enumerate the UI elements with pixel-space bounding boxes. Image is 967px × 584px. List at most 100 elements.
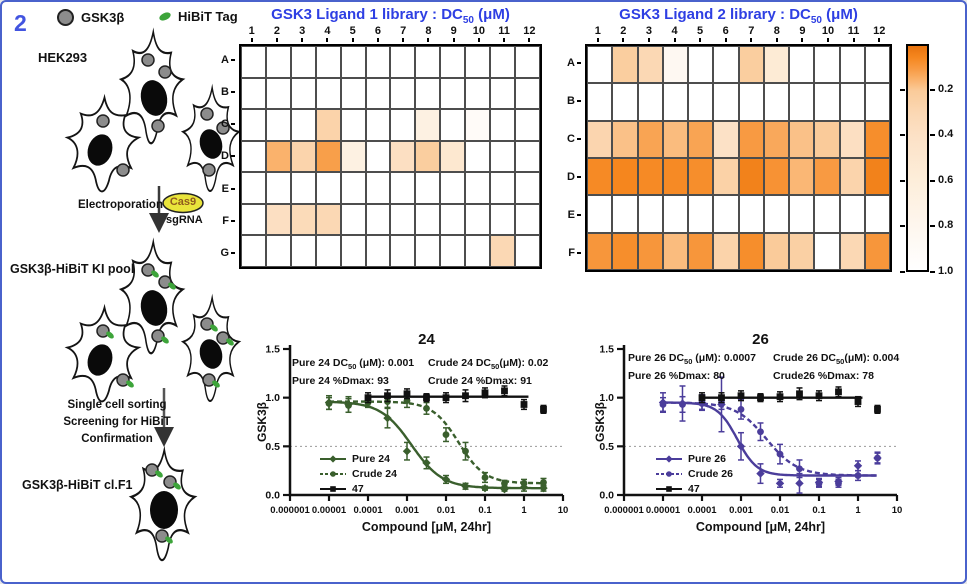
legend-label: 47: [688, 482, 700, 495]
col-tick: [827, 38, 830, 42]
row-tick: [577, 176, 581, 178]
marker-diamond: [756, 469, 765, 478]
well-D12: [864, 157, 890, 196]
x-tick-label: 0.001: [395, 505, 419, 516]
well-C6: [365, 109, 391, 141]
x-tick-label: 0.0001: [687, 505, 717, 516]
marker-square: [462, 392, 469, 400]
well-C7: [738, 120, 764, 158]
col-tick: [376, 38, 379, 42]
well-D10: [814, 157, 840, 196]
heatmap-ligand2-library: GSK3 Ligand 2 library : DC50 (μM) 1 2 3 4 5 6 7…: [567, 6, 892, 272]
well-F11: [839, 232, 865, 270]
colorbar-tick: [930, 88, 935, 91]
well-E7: [738, 195, 764, 233]
well-A5: [688, 46, 714, 84]
marker-circle: [835, 479, 842, 487]
well-E2: [265, 172, 291, 204]
legend-item-47: 47: [654, 481, 733, 496]
marker-circle: [325, 400, 333, 407]
colorbar-tick: [900, 134, 905, 137]
annotation-pure: Pure 24 DC50 (μM): 0.001 Pure 24 %Dmax: 9…: [292, 356, 414, 389]
well-E9: [440, 172, 466, 204]
well-F9: [789, 232, 815, 270]
well-D5: [688, 157, 714, 196]
col-label-4: 4: [315, 25, 340, 42]
col-label-6: 6: [365, 25, 390, 42]
well-B12: [515, 77, 540, 110]
well-E12: [515, 172, 540, 204]
marker-square: [737, 392, 745, 400]
well-B3: [637, 83, 663, 121]
y-tick-label: 1.0: [599, 392, 614, 404]
well-B10: [814, 83, 840, 121]
marker-circle: [666, 470, 672, 477]
well-B3: [290, 77, 316, 110]
marker-square: [854, 398, 862, 405]
colorbar-label-1.0: 1.0: [938, 265, 954, 277]
well-A12: [515, 46, 540, 78]
well-D9: [440, 140, 466, 173]
cell-line-label: HEK293: [38, 50, 88, 65]
legend-hibit: HiBiT Tag: [158, 9, 238, 24]
colorbar-gradient: [906, 44, 929, 272]
legend-item-Crude 26: Crude 26: [654, 466, 733, 481]
well-C10: [814, 120, 840, 158]
legend-swatch-Pure 24: [320, 454, 346, 463]
well-D3: [637, 157, 663, 196]
col-tick: [351, 38, 354, 42]
well-B10: [465, 77, 491, 110]
col-label-1: 1: [239, 25, 264, 42]
legend-swatch-Crude 26: [656, 470, 682, 477]
well-B8: [763, 83, 789, 121]
row-label-B: B: [209, 76, 235, 108]
annotation-crude: Crude 24 DC50(μM): 0.02 Crude 24 %Dmax: 9…: [428, 356, 548, 389]
well-A6: [713, 46, 739, 84]
legend-swatch-47: [656, 485, 682, 492]
well-A7: [738, 46, 764, 84]
well-A12: [864, 46, 890, 84]
legend-item-47: 47: [318, 481, 397, 496]
well-F5: [340, 203, 366, 236]
ki-pool-cells: [66, 240, 240, 403]
well-C4: [662, 120, 688, 158]
well-G7: [390, 235, 416, 267]
well-A6: [365, 46, 391, 78]
well-F2: [265, 203, 291, 236]
marker-diamond: [329, 454, 337, 463]
sorting-steps: Single cell sorting Screening for HiBiT …: [42, 397, 192, 448]
well-E3: [637, 195, 663, 233]
crispr-workflow-diagram: [66, 30, 240, 562]
col-tick: [402, 38, 405, 42]
well-B6: [365, 77, 391, 110]
well-G8: [415, 235, 441, 267]
well-D12: [515, 140, 540, 173]
well-E10: [465, 172, 491, 204]
row-label-E: E: [209, 173, 235, 205]
well-G12: [515, 235, 540, 267]
marker-square: [776, 393, 784, 401]
well-E6: [365, 172, 391, 204]
marker-diamond: [422, 458, 431, 468]
sorting-step-2: Screening for HiBiT: [63, 416, 171, 428]
well-G9: [440, 235, 466, 267]
col-tick: [596, 38, 599, 42]
heatmap-grid: [585, 44, 892, 272]
row-label-C: C: [209, 108, 235, 140]
plot-canvas: 0.000001 0.00001 0.0001 0.001 0.01 0.1 1 10 0.0 0…: [265, 344, 568, 517]
y-tick-label: 0.0: [265, 490, 280, 502]
well-D8: [763, 157, 789, 196]
well-D7: [390, 140, 416, 173]
well-D6: [713, 157, 739, 196]
annotation-line: Crude26 %Dmax: 78: [773, 370, 874, 383]
x-tick-label: 0.1: [478, 505, 492, 516]
well-E9: [789, 195, 815, 233]
annotation-line: Pure 26 DC50 (μM): 0.0007: [628, 352, 756, 367]
x-axis-label: Compound [μM, 24hr]: [361, 520, 492, 534]
col-label-6: 6: [713, 25, 739, 42]
y-tick-label: 0.5: [265, 441, 280, 453]
marker-square: [384, 392, 391, 400]
well-F11: [490, 203, 516, 236]
row-label-G: G: [209, 237, 235, 269]
